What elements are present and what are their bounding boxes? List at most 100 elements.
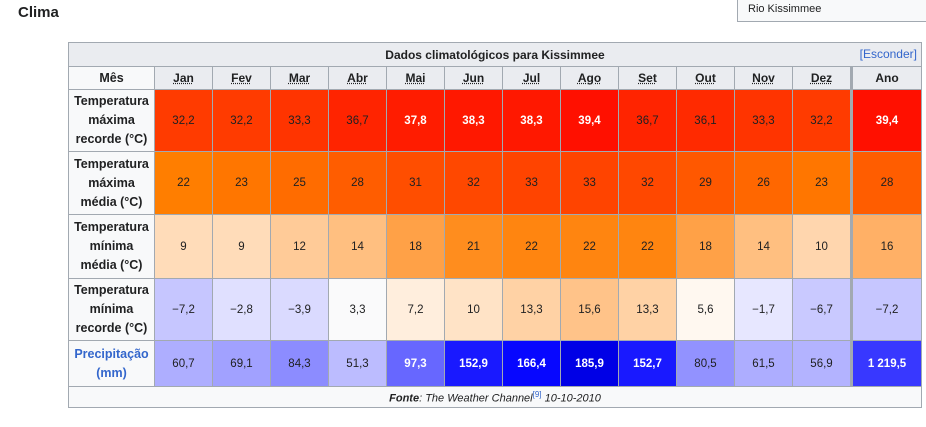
month-value-cell: 36,1 — [676, 89, 735, 152]
month-value-cell: 152,9 — [444, 340, 503, 387]
month-value-cell: −3,9 — [270, 278, 329, 341]
sidebar-caption-box: Rio Kissimmee — [737, 0, 926, 22]
month-value-cell: 29 — [676, 151, 735, 215]
row-label-line: recorde (°C) — [75, 321, 148, 335]
record-high-row: Temperatura máxima recorde (°C) 32,2 32,2 33,… — [68, 89, 922, 152]
climate-table: Dados climatológicos para Kissimmee [Esc… — [68, 42, 922, 408]
row-label-line: recorde (°C) — [75, 132, 148, 146]
month-value-cell: 28 — [328, 151, 387, 215]
month-value-cell: 32,2 — [212, 89, 271, 152]
month-set-link[interactable]: Set — [618, 66, 677, 90]
month-value-cell: 23 — [212, 151, 271, 215]
table-caption: Dados climatológicos para Kissimmee [Esc… — [68, 42, 922, 67]
month-value-cell: 32 — [444, 151, 503, 215]
month-dez-link[interactable]: Dez — [792, 66, 852, 90]
month-value-cell: 12 — [270, 214, 329, 279]
month-mai-link[interactable]: Mai — [386, 66, 445, 90]
row-label-line: Temperatura — [74, 220, 149, 234]
month-value-cell: 26 — [734, 151, 793, 215]
source-date: 10-10-2010 — [541, 392, 601, 405]
month-mar-link[interactable]: Mar — [270, 66, 329, 90]
month-header-row: Mês Jan Fev Mar Abr Mai Jun Jul Ago Set … — [68, 66, 922, 90]
month-abr-link[interactable]: Abr — [328, 66, 387, 90]
month-value-cell: 7,2 — [386, 278, 445, 341]
source-text: : The Weather Channel — [419, 392, 533, 405]
month-value-cell: −2,8 — [212, 278, 271, 341]
month-value-cell: 51,3 — [328, 340, 387, 387]
month-value-cell: 38,3 — [444, 89, 503, 152]
mean-low-row: Temperatura mínima média (°C) 9 9 12 14 18 21 22 2… — [68, 214, 922, 279]
annual-value-cell: −7,2 — [850, 278, 922, 341]
row-label-line: mínima — [89, 239, 134, 253]
month-value-cell: 22 — [560, 214, 619, 279]
year-header: Ano — [850, 66, 922, 90]
month-nov-link[interactable]: Nov — [734, 66, 793, 90]
month-value-cell: −7,2 — [154, 278, 213, 341]
row-label-line: Precipitação — [74, 346, 149, 361]
month-value-cell: 36,7 — [618, 89, 677, 152]
month-fev-link[interactable]: Fev — [212, 66, 271, 90]
month-value-cell: 33 — [560, 151, 619, 215]
hide-toggle-link[interactable]: Esconder — [862, 47, 914, 61]
month-value-cell: 22 — [618, 214, 677, 279]
row-label-line: Temperatura — [74, 156, 149, 171]
month-value-cell: −1,7 — [734, 278, 793, 341]
month-value-cell: 25 — [270, 151, 329, 215]
row-label-line: mínima — [89, 302, 134, 316]
annual-value-cell: 16 — [850, 214, 922, 279]
record-low-row: Temperatura mínima recorde (°C) −7,2 −2,8 −3,… — [68, 278, 922, 341]
month-jan-link[interactable]: Jan — [154, 66, 213, 90]
month-value-cell: 36,7 — [328, 89, 387, 152]
row-label-line: (mm) — [96, 365, 127, 380]
month-value-cell: 14 — [328, 214, 387, 279]
month-value-cell: 97,3 — [386, 340, 445, 387]
month-value-cell: 10 — [444, 278, 503, 341]
month-value-cell: 21 — [444, 214, 503, 279]
month-value-cell: 23 — [792, 151, 852, 215]
month-value-cell: 18 — [676, 214, 735, 279]
month-value-cell: 166,4 — [502, 340, 561, 387]
month-value-cell: 14 — [734, 214, 793, 279]
row-label-line: Temperatura — [74, 94, 149, 108]
month-ago-link[interactable]: Ago — [560, 66, 619, 90]
month-value-cell: 10 — [792, 214, 852, 279]
row-label: Temperatura máxima recorde (°C) — [68, 89, 155, 152]
row-label: Temperatura mínima recorde (°C) — [68, 278, 155, 341]
month-value-cell: 32,2 — [154, 89, 213, 152]
mean-high-row: Temperatura máxima média (°C) 22 23 25 28 31 32 3… — [68, 151, 922, 215]
month-value-cell: 80,5 — [676, 340, 735, 387]
row-label-line: máxima — [88, 175, 135, 190]
month-jul-link[interactable]: Jul — [502, 66, 561, 90]
month-value-cell: 18 — [386, 214, 445, 279]
row-label: Temperatura mínima média (°C) — [68, 214, 155, 279]
month-value-cell: 5,6 — [676, 278, 735, 341]
month-value-cell: 9 — [212, 214, 271, 279]
month-value-cell: 152,7 — [618, 340, 677, 387]
month-value-cell: 39,4 — [560, 89, 619, 152]
month-header-label: Mês — [68, 66, 155, 90]
month-value-cell: 13,3 — [502, 278, 561, 341]
month-value-cell: 3,3 — [328, 278, 387, 341]
source-label: Fonte — [389, 392, 420, 405]
month-value-cell: 13,3 — [618, 278, 677, 341]
source-ref-link[interactable]: [9] — [532, 389, 542, 399]
month-value-cell: 22 — [154, 151, 213, 215]
month-value-cell: 69,1 — [212, 340, 271, 387]
month-value-cell: 38,3 — [502, 89, 561, 152]
month-value-cell: 56,9 — [792, 340, 852, 387]
month-value-cell: 9 — [154, 214, 213, 279]
month-out-link[interactable]: Out — [676, 66, 735, 90]
toggle-control: [Esconder] — [859, 47, 917, 61]
row-label-line: média (°C) — [80, 258, 143, 272]
month-value-cell: 61,5 — [734, 340, 793, 387]
month-jun-link[interactable]: Jun — [444, 66, 503, 90]
row-label-line: média (°C) — [80, 194, 143, 209]
month-value-cell: 37,8 — [386, 89, 445, 152]
row-label-line: Temperatura — [74, 283, 149, 297]
month-value-cell: 32 — [618, 151, 677, 215]
month-value-cell: 185,9 — [560, 340, 619, 387]
annual-value-cell: 1 219,5 — [850, 340, 922, 387]
month-value-cell: 33,3 — [270, 89, 329, 152]
row-label-line: máxima — [88, 113, 135, 127]
row-label: Temperatura máxima média (°C) — [68, 151, 155, 215]
